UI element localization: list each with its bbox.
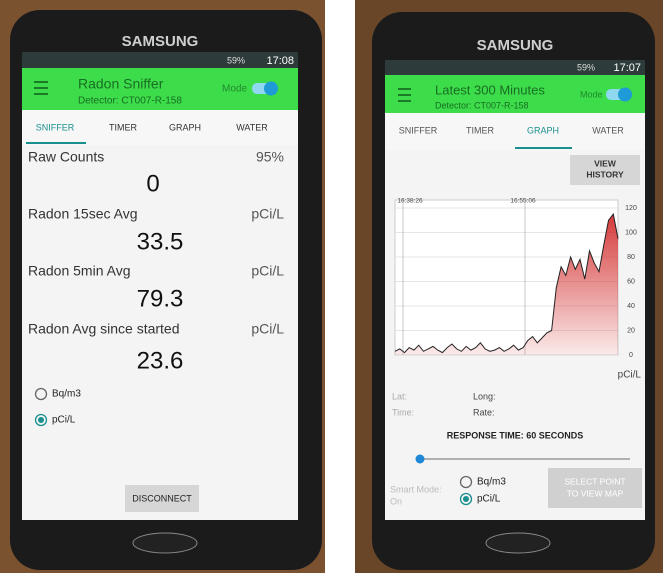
reading-label: Radon 15sec Avg: [28, 206, 138, 222]
battery: 59%: [577, 62, 595, 72]
tab[interactable]: WATER: [592, 125, 624, 135]
app-title: Latest 300 Minutes: [435, 82, 545, 97]
field-label: Lat:: [392, 391, 407, 401]
reading-unit: pCi/L: [251, 321, 284, 337]
radio-label[interactable]: Bq/m3: [52, 389, 81, 400]
tab[interactable]: GRAPH: [527, 125, 559, 135]
y-tick-label: 20: [627, 327, 635, 334]
y-tick-label: 0: [629, 352, 633, 359]
tab[interactable]: TIMER: [466, 125, 494, 135]
button-label[interactable]: VIEW: [594, 158, 617, 168]
field-label: Long:: [473, 391, 496, 401]
radio-label[interactable]: pCi/L: [477, 494, 501, 505]
reading-unit: pCi/L: [251, 263, 284, 279]
smart-mode: Smart Mode:: [390, 484, 442, 494]
y-tick-label: 40: [627, 303, 635, 310]
reading-label: Radon 5min Avg: [28, 263, 130, 279]
status-bar: [385, 60, 645, 75]
reading-value: 33.5: [137, 228, 184, 255]
tab[interactable]: SNIFFER: [399, 125, 438, 135]
tab[interactable]: SNIFFER: [36, 122, 75, 132]
smart-mode: On: [390, 496, 402, 506]
reading-label: Radon Avg since started: [28, 321, 180, 337]
y-tick-label: 100: [625, 229, 637, 236]
x-time-label: 16:55:06: [510, 198, 536, 205]
mode-label: Mode: [580, 89, 603, 99]
button-label[interactable]: HISTORY: [586, 169, 624, 179]
screenshot: SAMSUNG 59% 17:08 Radon Sniffer Detector…: [0, 0, 663, 573]
reading-label: Raw Counts: [28, 149, 104, 165]
x-time-label: 16:38:26: [397, 198, 423, 205]
status-bar: [22, 52, 298, 68]
home-button[interactable]: [486, 533, 550, 553]
radio-dot: [38, 417, 44, 423]
tab[interactable]: GRAPH: [169, 122, 201, 132]
chart: 0 20 40 60 80 100 120 16:38:26 16:55:06 pCi/L: [395, 198, 641, 381]
reading-unit: pCi/L: [251, 206, 284, 222]
app-subtitle: Detector: CT007-R-158: [435, 100, 529, 110]
y-tick-label: 120: [625, 205, 637, 212]
app-subtitle: Detector: CT007-R-158: [78, 96, 182, 107]
reading-value: 0: [146, 170, 159, 197]
tab[interactable]: TIMER: [109, 122, 137, 132]
field-label: Time:: [392, 407, 414, 417]
tab[interactable]: WATER: [236, 122, 268, 132]
radio-dot: [463, 496, 469, 502]
reading-unit: 95%: [256, 149, 284, 165]
slider-thumb[interactable]: [416, 455, 425, 464]
home-button[interactable]: [133, 533, 197, 553]
brand: SAMSUNG: [122, 33, 199, 50]
radio-label[interactable]: pCi/L: [52, 415, 76, 426]
button-label[interactable]: DISCONNECT: [132, 493, 192, 503]
field-label: Rate:: [473, 407, 495, 417]
reading-value: 23.6: [137, 347, 184, 374]
toggle-knob[interactable]: [264, 82, 278, 96]
clock: 17:08: [266, 55, 294, 67]
button-label[interactable]: TO VIEW MAP: [567, 488, 624, 498]
radio-label[interactable]: Bq/m3: [477, 477, 506, 488]
app-title: Radon Sniffer: [78, 76, 164, 92]
y-tick-label: 60: [627, 278, 635, 285]
unit-label: pCi/L: [618, 370, 642, 381]
reading-value: 79.3: [137, 285, 184, 312]
brand: SAMSUNG: [477, 37, 554, 54]
battery: 59%: [227, 55, 245, 65]
clock: 17:07: [613, 62, 641, 74]
button-label[interactable]: SELECT POINT: [564, 476, 625, 486]
y-tick-label: 80: [627, 254, 635, 261]
response-time: RESPONSE TIME: 60 SECONDS: [447, 430, 584, 440]
toggle-knob[interactable]: [618, 88, 632, 102]
mode-label: Mode: [222, 84, 247, 95]
